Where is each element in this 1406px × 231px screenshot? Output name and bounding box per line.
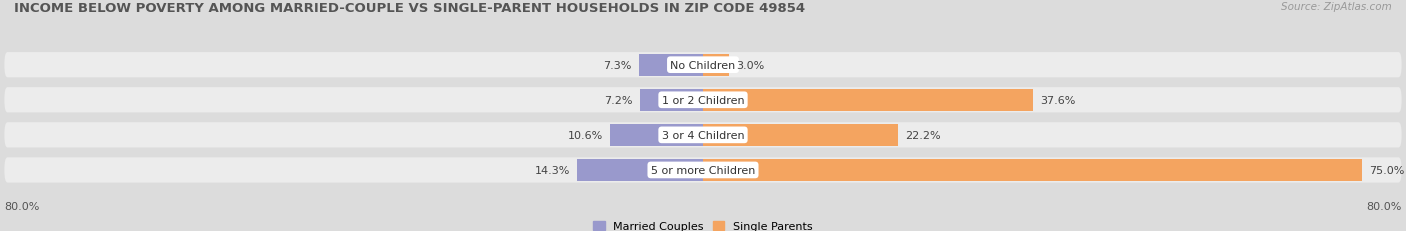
Bar — [610, 125, 703, 146]
FancyBboxPatch shape — [4, 158, 1402, 183]
Text: 37.6%: 37.6% — [1040, 95, 1076, 105]
Text: 5 or more Children: 5 or more Children — [651, 165, 755, 175]
Text: INCOME BELOW POVERTY AMONG MARRIED-COUPLE VS SINGLE-PARENT HOUSEHOLDS IN ZIP COD: INCOME BELOW POVERTY AMONG MARRIED-COUPL… — [14, 2, 806, 15]
Text: 7.3%: 7.3% — [603, 61, 631, 70]
Text: 1 or 2 Children: 1 or 2 Children — [662, 95, 744, 105]
Bar — [703, 159, 1362, 181]
Text: 7.2%: 7.2% — [605, 95, 633, 105]
Bar — [703, 90, 1033, 111]
Text: 3.0%: 3.0% — [737, 61, 765, 70]
Bar — [638, 55, 703, 76]
Bar — [703, 55, 730, 76]
Text: 10.6%: 10.6% — [568, 130, 603, 140]
Legend: Married Couples, Single Parents: Married Couples, Single Parents — [593, 221, 813, 231]
Bar — [578, 159, 703, 181]
FancyBboxPatch shape — [4, 123, 1402, 148]
Text: 14.3%: 14.3% — [534, 165, 571, 175]
Bar — [640, 90, 703, 111]
FancyBboxPatch shape — [4, 53, 1402, 78]
Text: 22.2%: 22.2% — [905, 130, 941, 140]
Text: 75.0%: 75.0% — [1369, 165, 1405, 175]
FancyBboxPatch shape — [4, 88, 1402, 113]
Text: 80.0%: 80.0% — [4, 201, 39, 211]
Bar — [703, 125, 898, 146]
Text: Source: ZipAtlas.com: Source: ZipAtlas.com — [1281, 2, 1392, 12]
Text: No Children: No Children — [671, 61, 735, 70]
Text: 80.0%: 80.0% — [1367, 201, 1402, 211]
Text: 3 or 4 Children: 3 or 4 Children — [662, 130, 744, 140]
